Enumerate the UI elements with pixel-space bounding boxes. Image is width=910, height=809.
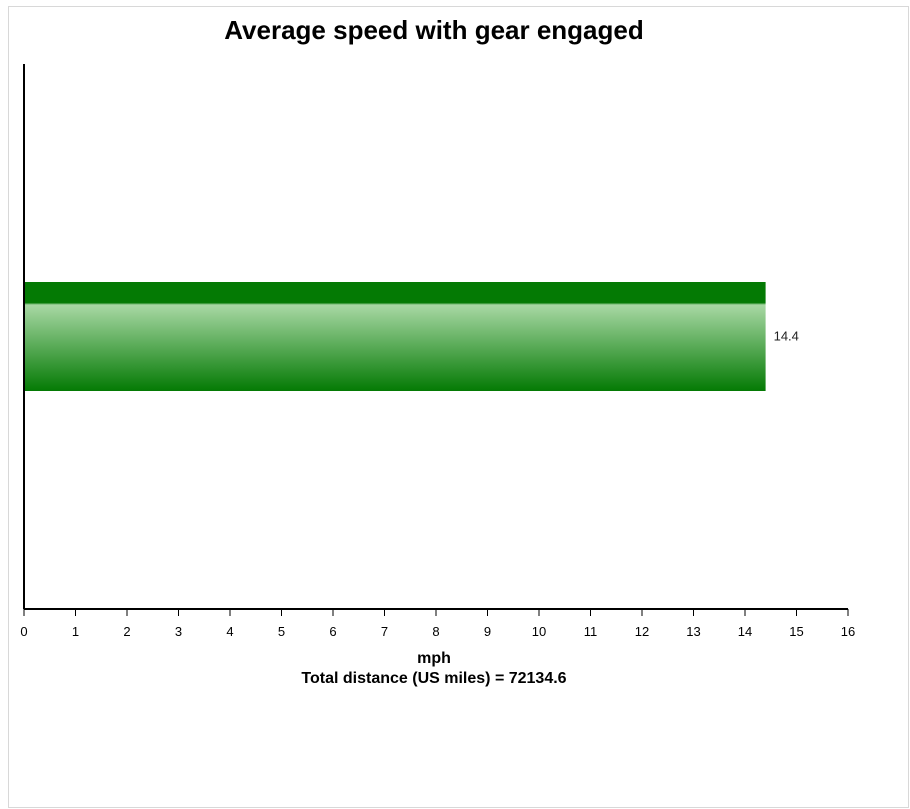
x-tick-label: 16 [841,624,855,639]
x-tick-label: 10 [532,624,546,639]
x-axis-label: mph [417,650,451,667]
total-distance-caption: Total distance (US miles) = 72134.6 [301,670,566,687]
x-axis-ticks: 0 1 2 3 4 5 6 7 8 9 10 11 12 13 14 15 16 [20,609,855,639]
x-tick-label: 0 [20,624,27,639]
x-tick-label: 8 [432,624,439,639]
bar [24,282,766,391]
x-tick-label: 4 [226,624,233,639]
bars-group: 14.4 [24,282,799,391]
x-tick-label: 15 [789,624,803,639]
x-tick-label: 11 [584,624,598,639]
x-tick-label: 5 [278,624,285,639]
chart-title: Average speed with gear engaged [224,15,644,45]
x-tick-label: 6 [329,624,336,639]
x-tick-label: 3 [175,624,182,639]
x-tick-label: 12 [635,624,649,639]
x-tick-label: 1 [72,624,79,639]
x-tick-label: 9 [484,624,491,639]
x-tick-label: 2 [123,624,130,639]
x-tick-label: 13 [686,624,700,639]
x-tick-label: 7 [381,624,388,639]
x-tick-label: 14 [738,624,752,639]
bar-value-label: 14.4 [774,329,799,344]
chart-frame [8,6,909,808]
